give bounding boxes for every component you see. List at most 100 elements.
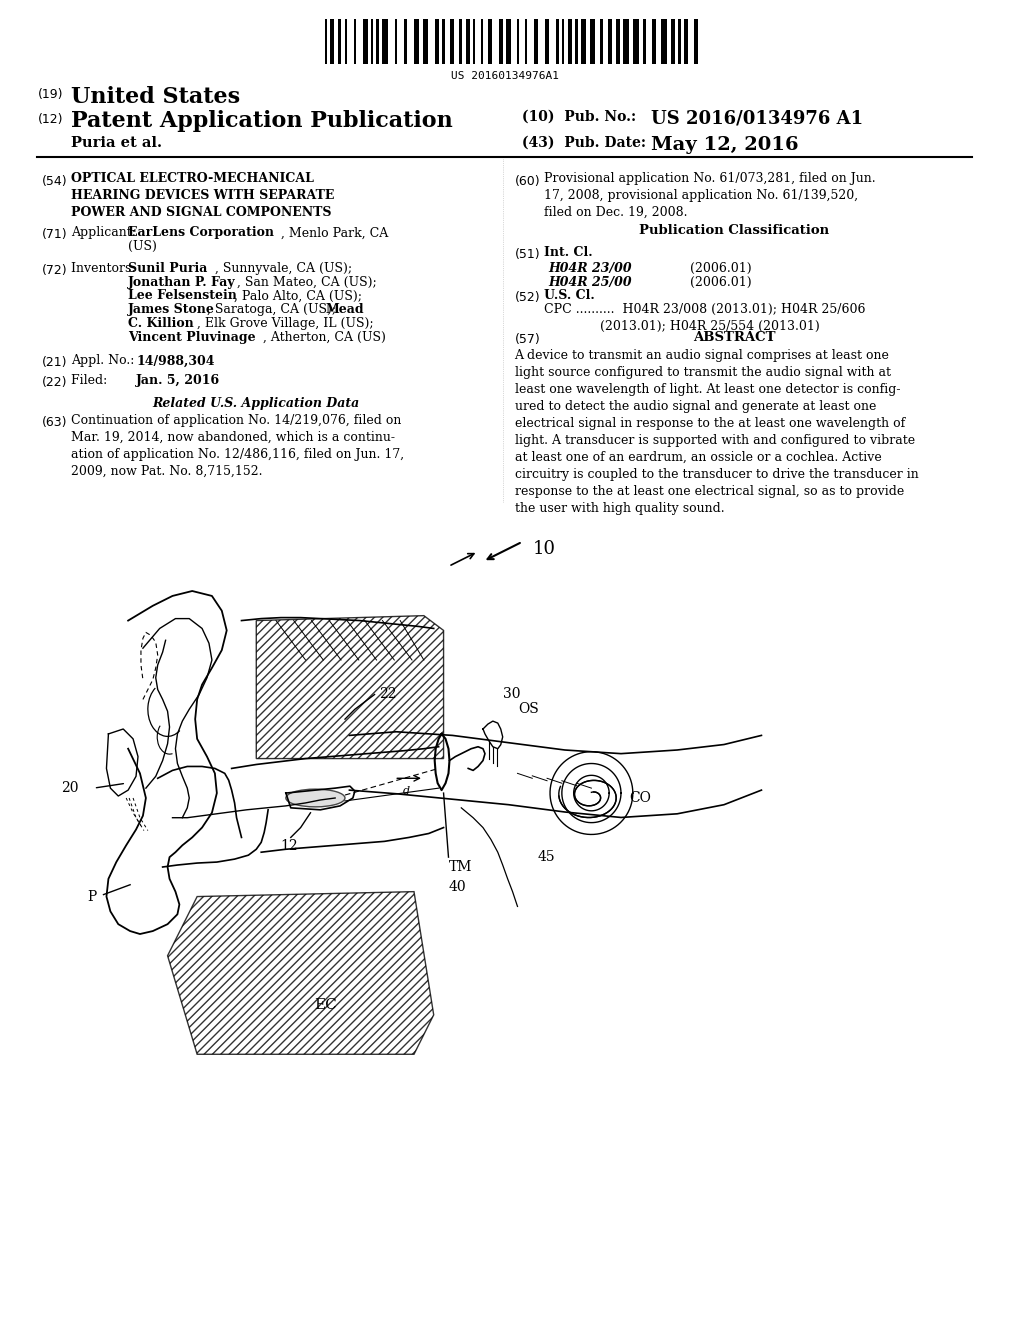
Text: 30: 30 [503,688,520,701]
Text: May 12, 2016: May 12, 2016 [650,136,798,153]
Bar [643,20,645,63]
Text: Puria et al.: Puria et al. [71,136,162,149]
Text: 22: 22 [380,688,397,701]
Text: Jonathan P. Fay: Jonathan P. Fay [128,276,236,289]
Text: US 2016/0134976 A1: US 2016/0134976 A1 [650,110,862,128]
Text: 45: 45 [538,850,555,865]
Ellipse shape [286,789,345,807]
Bar [338,20,341,63]
Bar [441,20,444,63]
Text: (19): (19) [38,88,62,102]
Text: 10: 10 [532,540,555,558]
Bar [499,20,503,63]
Text: (2006.01): (2006.01) [690,276,752,289]
Text: , Sunnyvale, CA (US);: , Sunnyvale, CA (US); [215,261,352,275]
Bar [414,20,419,63]
Text: 12: 12 [280,840,298,854]
Bar [451,20,455,63]
Bar [616,20,620,63]
Text: Vincent Pluvinage: Vincent Pluvinage [128,331,256,343]
Bar [556,20,559,63]
Text: (51): (51) [514,248,540,261]
Text: (57): (57) [514,333,541,346]
Text: Applicant:: Applicant: [71,226,140,239]
Text: (54): (54) [41,176,67,187]
Text: Filed:: Filed: [71,374,135,387]
Bar [382,20,388,63]
Text: (21): (21) [41,356,67,370]
Bar [460,20,462,63]
Text: (US): (US) [128,240,157,253]
Text: OS: OS [518,702,540,717]
Text: A device to transmit an audio signal comprises at least one
light source configu: A device to transmit an audio signal com… [514,348,919,515]
Text: Continuation of application No. 14/219,076, filed on
Mar. 19, 2014, now abandone: Continuation of application No. 14/219,0… [71,413,404,478]
Text: 40: 40 [449,879,466,894]
Text: (12): (12) [38,114,62,125]
Text: d: d [402,787,410,796]
Bar [525,20,527,63]
Bar [404,20,408,63]
Bar [466,20,470,63]
Text: H04R 23/00: H04R 23/00 [548,261,632,275]
Text: (43)  Pub. Date:: (43) Pub. Date: [522,136,646,149]
Text: United States: United States [71,86,240,108]
Text: U.S. Cl.: U.S. Cl. [544,289,595,302]
Text: Jan. 5, 2016: Jan. 5, 2016 [136,374,220,387]
Text: , Atherton, CA (US): , Atherton, CA (US) [263,331,386,343]
Text: P: P [87,890,96,904]
Bar [481,20,483,63]
Bar [354,20,355,63]
Bar [623,20,629,63]
Bar [562,20,564,63]
Bar [395,20,397,63]
Bar [678,20,681,63]
Bar [574,20,578,63]
Text: (60): (60) [514,176,540,187]
Bar [591,20,595,63]
Text: , Palo Alto, CA (US);: , Palo Alto, CA (US); [233,289,361,302]
Text: CO: CO [629,791,650,805]
Text: 14/988,304: 14/988,304 [136,355,214,367]
Text: ABSTRACT: ABSTRACT [693,331,775,343]
Text: , Elk Grove Village, IL (US);: , Elk Grove Village, IL (US); [198,317,374,330]
Text: Lee Felsenstein: Lee Felsenstein [128,289,237,302]
Bar [371,20,373,63]
Bar [435,20,438,63]
Text: (72): (72) [41,264,67,277]
Bar [506,20,511,63]
Text: CPC ..........  H04R 23/008 (2013.01); H04R 25/606
              (2013.01); H04R: CPC .......... H04R 23/008 (2013.01); H0… [544,304,865,333]
Bar [608,20,612,63]
Polygon shape [256,615,443,759]
Bar [662,20,668,63]
Bar [633,20,639,63]
Bar [376,20,379,63]
Text: (10)  Pub. No.:: (10) Pub. No.: [522,110,646,124]
Bar [362,20,368,63]
Text: C. Killion: C. Killion [128,317,194,330]
Text: , Menlo Park, CA: , Menlo Park, CA [281,226,388,239]
Text: TM: TM [449,861,472,874]
Text: James Stone: James Stone [128,304,215,317]
Text: (52): (52) [514,292,540,305]
Polygon shape [168,891,434,1055]
Text: Appl. No.:: Appl. No.: [71,355,138,367]
Text: Publication Classification: Publication Classification [639,224,829,238]
Bar [473,20,475,63]
Text: 20: 20 [61,781,79,795]
Text: Inventors:: Inventors: [71,261,139,275]
Bar [684,20,688,63]
Bar [672,20,675,63]
Bar [600,20,603,63]
Bar [694,20,698,63]
Bar [487,20,492,63]
Text: EarLens Corporation: EarLens Corporation [128,226,274,239]
Text: , San Mateo, CA (US);: , San Mateo, CA (US); [237,276,376,289]
Bar [423,20,428,63]
Text: Int. Cl.: Int. Cl. [544,246,593,259]
Text: Mead: Mead [326,304,364,317]
Text: (22): (22) [41,376,67,389]
Bar [545,20,549,63]
Text: US 20160134976A1: US 20160134976A1 [451,70,559,81]
Bar [330,20,334,63]
Bar [535,20,539,63]
